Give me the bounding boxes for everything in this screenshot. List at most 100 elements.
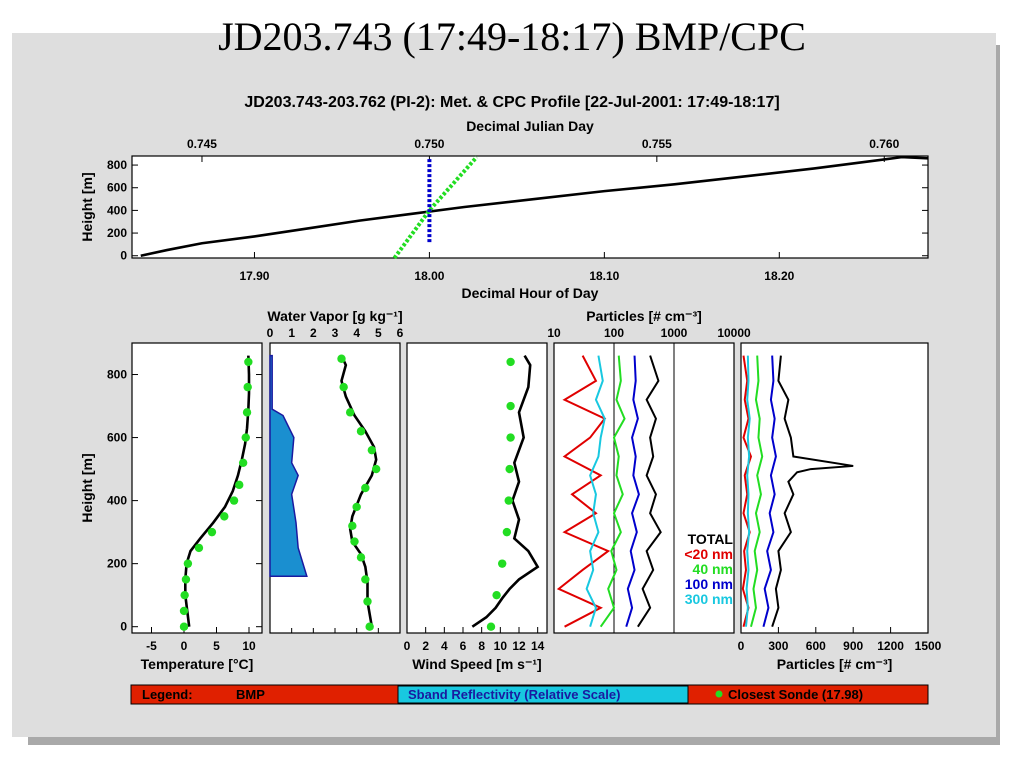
sonde-point <box>243 382 252 392</box>
x-tick-label: 6 <box>460 639 467 653</box>
top-axis-label: Water Vapor [g kg⁻¹] <box>267 308 402 324</box>
y-tick-label: 800 <box>107 158 127 172</box>
y-axis-label: Height [m] <box>79 172 95 241</box>
x-axis-label: Temperature [°C] <box>141 656 254 672</box>
x-tick-label: 4 <box>441 639 448 653</box>
sonde-point <box>181 575 191 584</box>
sonde-point <box>506 357 515 367</box>
y-tick-label: 600 <box>107 431 127 445</box>
series-line-40-nm <box>599 355 626 628</box>
x-tick-label: 4 <box>353 326 360 340</box>
plot-frame <box>740 342 929 634</box>
x-tick-label: 18.20 <box>764 269 794 283</box>
sonde-point <box>486 622 496 631</box>
sonde-point <box>179 622 189 631</box>
sonde-point <box>194 543 204 553</box>
sonde-point <box>345 408 355 417</box>
x-tick-label: 3 <box>332 326 339 340</box>
legend-label: Legend: <box>142 687 193 702</box>
sonde-point <box>492 590 501 600</box>
x-tick-label: 18.10 <box>589 269 619 283</box>
x-tick-label: 8 <box>478 639 485 653</box>
plot-frame <box>131 342 263 634</box>
figure-title: JD203.743-203.762 (PI-2): Met. & CPC Pro… <box>244 94 779 111</box>
x-tick-label: 10 <box>547 326 561 340</box>
sonde-point <box>356 427 366 436</box>
sonde-point <box>348 521 357 531</box>
y-tick-label: 200 <box>107 226 127 240</box>
x-tick-label: 5 <box>213 639 220 653</box>
x-tick-label: -5 <box>146 639 157 653</box>
x-tick-label: 2 <box>422 639 429 653</box>
sonde-point <box>242 408 252 417</box>
particle-legend-item: 100 nm <box>685 576 733 592</box>
x-tick-label: 900 <box>843 639 863 653</box>
top-tick-label: 0.750 <box>414 137 444 151</box>
y-tick-label: 600 <box>107 181 127 195</box>
sonde-point <box>365 622 374 631</box>
legend-sband-swatch <box>397 685 689 704</box>
sonde-point <box>367 445 377 455</box>
series-line-total <box>771 355 854 628</box>
x-tick-label: 0 <box>181 639 188 653</box>
sonde-point <box>339 382 348 392</box>
sonde-point <box>244 357 253 367</box>
sonde-point <box>207 527 217 537</box>
x-tick-label: 1200 <box>877 639 904 653</box>
plot-wind_speed: 0 2 4 6 8 10 12 14 Wind Speed [m s⁻¹] <box>404 342 548 672</box>
x-axis-label: Decimal Hour of Day <box>462 285 599 301</box>
x-tick-label: 1000 <box>661 326 688 340</box>
sonde-point <box>361 483 370 493</box>
x-tick-label: 12 <box>512 639 526 653</box>
x-tick-label: 10000 <box>717 326 751 340</box>
series-sonde-line <box>392 155 479 260</box>
plot-water_vapor: 0 1 2 3 4 5 6 Water Vapor [g kg⁻¹] <box>267 308 404 634</box>
sonde-point <box>505 464 514 474</box>
x-tick-label: 10 <box>242 639 256 653</box>
particle-legend-item: 300 nm <box>685 591 733 607</box>
sonde-point <box>371 464 381 474</box>
sonde-point <box>238 458 248 467</box>
x-axis-label: Wind Speed [m s⁻¹] <box>412 656 541 672</box>
x-axis-label: Particles [# cm⁻³] <box>777 656 893 672</box>
series-line-100-nm <box>762 355 777 627</box>
legend-sonde-marker <box>715 690 723 698</box>
series-line--20-nm <box>741 355 753 627</box>
sonde-point <box>506 433 515 442</box>
plot-particles_linear: 0 300 600 900 1200 1500 Particles [# cm⁻³] <box>738 342 942 672</box>
sonde-point <box>498 559 507 568</box>
plot-time_height: 17.90 18.00 18.10 18.20 0.745 0.750 0.755 0.760… <box>79 118 929 301</box>
sonde-point <box>235 480 244 490</box>
x-tick-label: 2 <box>310 326 317 340</box>
series-sband-fill <box>269 354 308 578</box>
sonde-point <box>220 512 229 521</box>
series-line-bmp <box>140 155 929 258</box>
plot-frame <box>406 342 548 634</box>
x-tick-label: 6 <box>397 326 404 340</box>
particle-legend-item: 40 nm <box>693 561 733 577</box>
top-tick-label: 0.745 <box>187 137 217 151</box>
sonde-point <box>352 502 361 512</box>
sonde-point <box>363 597 372 606</box>
sonde-point <box>506 401 515 411</box>
series-line-total <box>637 355 662 628</box>
series-line-100-nm <box>625 355 640 627</box>
legend-bmp: BMP <box>236 687 265 702</box>
x-tick-label: 1 <box>288 326 295 340</box>
series-line-300-nm <box>585 355 606 627</box>
sonde-point <box>504 496 513 505</box>
x-tick-label: 10 <box>494 639 508 653</box>
y-tick-label: 400 <box>107 494 127 508</box>
x-tick-label: 17.90 <box>239 269 269 283</box>
particle-legend-item: TOTAL <box>688 531 734 547</box>
sonde-point <box>361 575 370 584</box>
legend-bar: Legend: BMP Sband Reflectivity (Relative… <box>130 684 929 705</box>
sonde-point <box>337 354 346 363</box>
x-tick-label: 1500 <box>915 639 942 653</box>
x-tick-label: 14 <box>531 639 545 653</box>
top-tick-label: 0.760 <box>869 137 899 151</box>
y-tick-label: 200 <box>107 557 127 571</box>
series-line--20-nm <box>556 355 611 628</box>
